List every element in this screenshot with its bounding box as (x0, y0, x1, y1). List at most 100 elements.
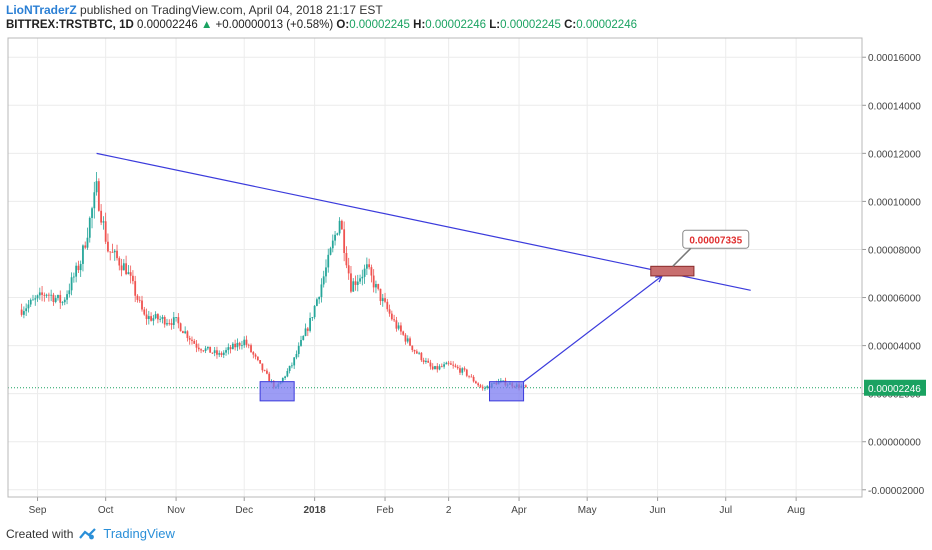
candle-body (447, 362, 450, 364)
target-callout-box[interactable] (682, 229, 750, 249)
x-tick-label: Oct (98, 505, 114, 516)
candle-body (195, 343, 198, 348)
candle-body (220, 353, 223, 355)
candle-body (154, 314, 157, 319)
candle-body (54, 298, 57, 302)
candle-body (145, 314, 148, 319)
y-tick-label: 0.00000000 (868, 438, 921, 449)
candle-body (418, 352, 421, 354)
candle-body (84, 245, 87, 248)
trendline[interactable] (96, 152, 751, 291)
candle-body (381, 298, 384, 302)
candle-body (461, 368, 464, 373)
candle-body (524, 385, 527, 387)
candle-body (238, 342, 241, 346)
candle-body (325, 267, 327, 277)
candle-body (474, 381, 477, 384)
candle-body (377, 284, 380, 289)
candle-body (122, 263, 125, 271)
candle-body (454, 365, 457, 367)
drawings[interactable]: 0.00007335 (96, 152, 751, 402)
y-tick-label: 0.00014000 (868, 101, 921, 112)
y-tick-label: 0.00012000 (868, 149, 921, 160)
candle-body (472, 376, 475, 382)
candle-body (245, 339, 248, 345)
candle-body (209, 346, 212, 353)
candle-body (395, 320, 398, 329)
candle-body (20, 309, 23, 315)
candle-body (329, 248, 332, 255)
projection-arrow[interactable] (523, 275, 663, 383)
candle-body (186, 331, 189, 339)
candle-body (231, 343, 234, 350)
candle-body (161, 316, 164, 319)
support-box-march[interactable] (489, 381, 525, 402)
grid (8, 38, 862, 497)
candle-body (241, 345, 243, 347)
symbol-legend: BITTREX:TRSTBTC, 1D 0.00002246 ▲ +0.0000… (6, 19, 637, 31)
candle-body (50, 294, 53, 296)
candle-body (291, 365, 293, 367)
candle-body (368, 264, 371, 268)
support-box-december[interactable] (259, 381, 295, 402)
candle-body (63, 299, 66, 303)
candle-body (445, 362, 448, 365)
candle-body (206, 346, 209, 349)
candle-body (304, 328, 307, 336)
published-text: published on TradingView.com, April 04, … (80, 3, 383, 17)
candle-body (422, 360, 425, 362)
candle-body (345, 252, 348, 266)
candle-body (386, 301, 389, 310)
candle-body (338, 220, 341, 234)
candle-body (406, 338, 409, 342)
candle-body (429, 362, 432, 367)
high-label: H: (413, 19, 426, 31)
candle-body (216, 350, 218, 355)
candle-body (179, 323, 182, 332)
candle-body (75, 265, 78, 277)
candle-body (459, 368, 461, 373)
candle-body (486, 386, 489, 388)
candle-body (68, 290, 71, 295)
author-link[interactable]: LioNTraderZ (6, 3, 77, 17)
candle-body (188, 338, 191, 340)
candle-body (336, 233, 339, 235)
close-label: C: (564, 19, 577, 31)
candle-body (138, 299, 141, 301)
candle-body (356, 281, 359, 285)
candle-body (222, 352, 225, 355)
candle-body (88, 217, 91, 238)
candle-body (413, 350, 416, 352)
candle-body (218, 353, 221, 355)
candle-body (134, 281, 137, 296)
candle-body (116, 250, 118, 259)
candle-body (129, 272, 132, 276)
candle-body (147, 316, 150, 319)
y-tick-label: 0.00006000 (868, 294, 921, 305)
tradingview-brand[interactable]: TradingView (103, 526, 175, 541)
candle-body (66, 294, 68, 300)
candle-body (166, 323, 168, 325)
candle-body (318, 297, 321, 300)
candle-body (479, 385, 482, 387)
candle-body (431, 366, 434, 370)
candle-body (72, 276, 75, 278)
open-value: 0.00002245 (349, 19, 410, 31)
candle-body (102, 221, 105, 223)
x-tick-label: 2018 (303, 505, 326, 516)
candle-body (70, 277, 73, 291)
candle-body (177, 317, 180, 324)
candle-body (250, 345, 252, 353)
candle-body (343, 229, 346, 253)
candle-body (384, 298, 386, 302)
symbol-label[interactable]: BITTREX:TRSTBTC, 1D (6, 19, 134, 31)
low-label: L: (489, 19, 501, 31)
candle-body (311, 317, 314, 319)
x-tick-label: May (578, 505, 597, 516)
up-triangle-icon: ▲ (200, 19, 213, 31)
candle-body (443, 364, 445, 367)
target-box[interactable] (650, 265, 695, 277)
candle-body (45, 294, 48, 296)
candle-body (157, 314, 159, 320)
